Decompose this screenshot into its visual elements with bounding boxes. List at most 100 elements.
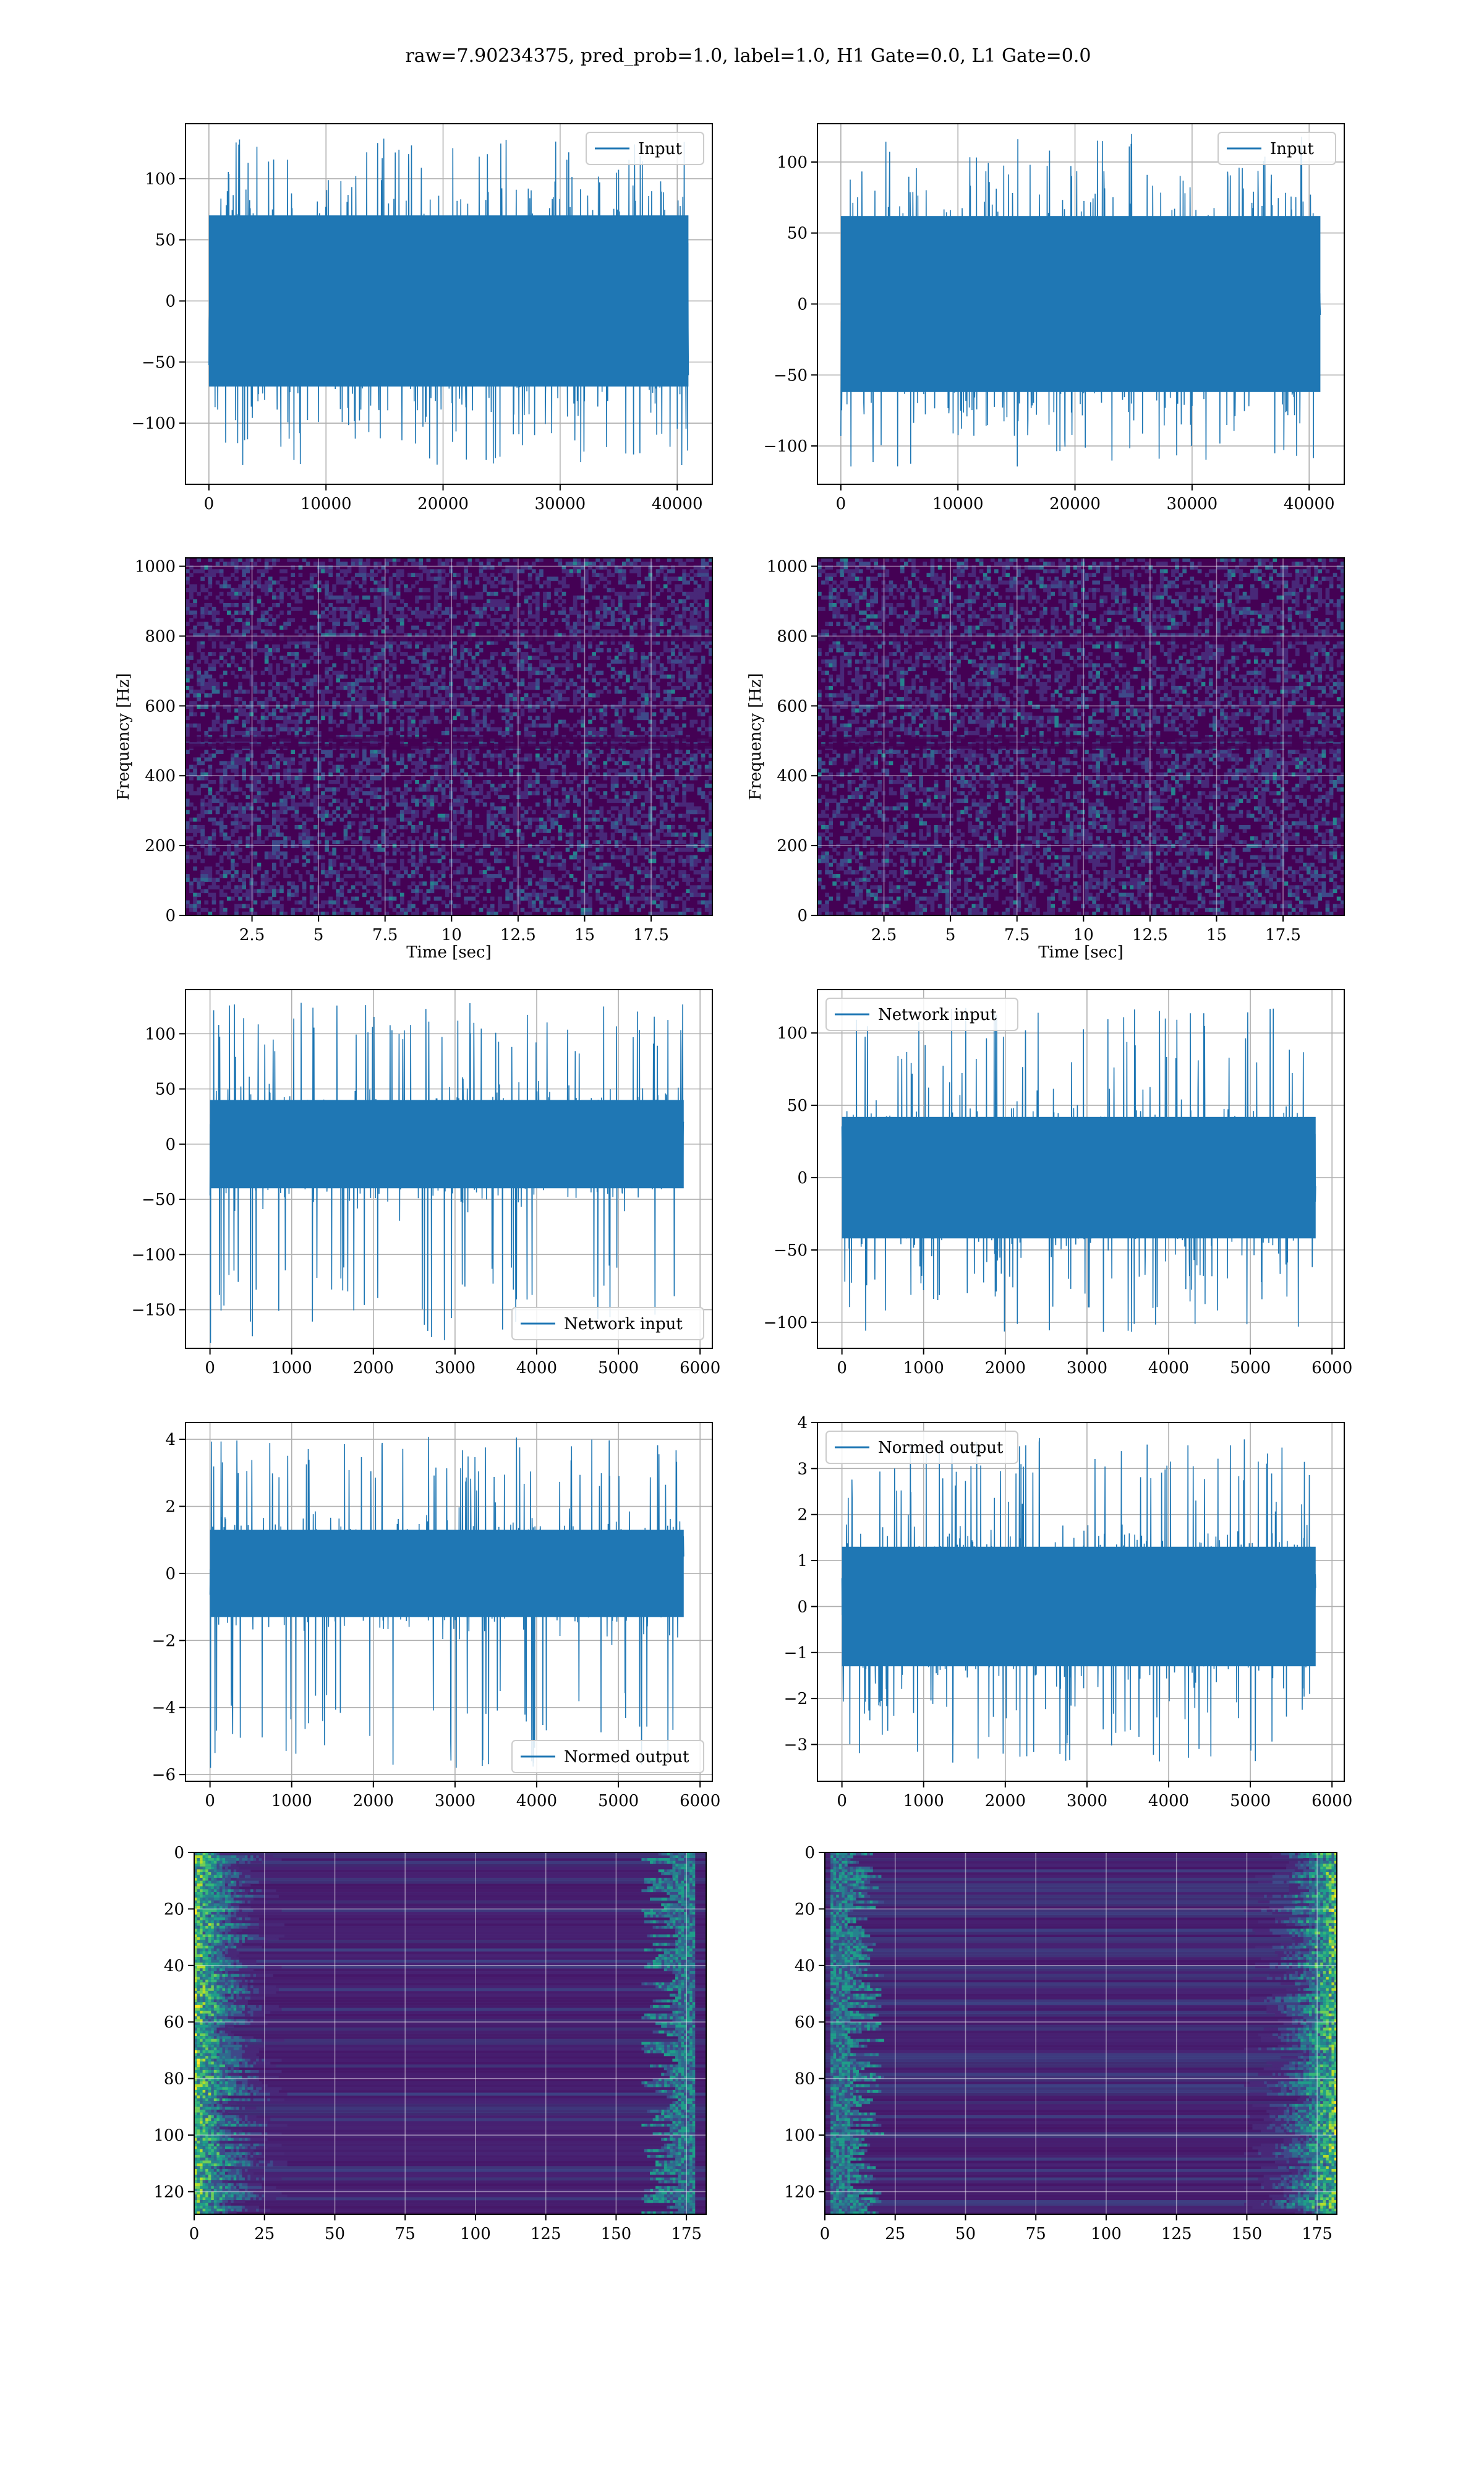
heatmap-cell [249,704,254,709]
heatmap-cell [388,640,393,645]
heatmap-cell [584,558,589,562]
heatmap-cell [358,569,363,573]
heatmap-cell [396,874,401,878]
heatmap-cell [576,840,581,844]
heatmap-cell [516,791,521,795]
heatmap-cell [211,892,216,897]
heatmap-cell [509,911,514,915]
heatmap-cell [388,652,393,656]
heatmap-cell [554,821,559,826]
heatmap-cell [539,558,544,562]
heatmap-cell [283,685,288,690]
heatmap-cell [362,610,367,615]
heatmap-cell [569,844,574,849]
heatmap-cell [283,625,288,630]
heatmap-cell [347,595,352,600]
heatmap-cell [437,851,442,856]
heatmap-cell [610,562,615,566]
heatmap-cell [392,881,397,886]
heatmap-cell [231,644,235,649]
heatmap-cell [385,719,390,724]
heatmap-cell [471,753,476,758]
heatmap-cell [610,610,615,615]
heatmap-cell [309,798,314,803]
heatmap-cell [231,780,235,784]
heatmap-cell [547,862,551,867]
heatmap-cell [573,772,578,777]
heatmap-cell [347,821,352,826]
heatmap-cell [576,595,581,600]
heatmap-cell [347,723,352,728]
heatmap-cell [339,889,344,894]
heatmap-cell [208,580,213,585]
heatmap-cell [539,829,544,833]
heatmap-cell [433,904,438,909]
heatmap-cell [339,802,344,807]
heatmap-cell [445,817,450,822]
heatmap-cell [186,588,190,593]
heatmap-cell [422,727,427,732]
heatmap-cell [621,595,626,600]
heatmap-cell [226,776,231,781]
heatmap-cell [249,885,254,889]
heatmap-cell [464,787,468,792]
heatmap-cell [464,576,468,581]
heatmap-cell [453,648,457,653]
heatmap-cell [531,817,536,822]
heatmap-cell [456,858,461,863]
heatmap-cell [231,730,235,735]
heatmap-cell [407,753,412,758]
heatmap-cell [411,708,416,713]
heatmap-cell [268,776,273,781]
heatmap-cell [404,633,408,638]
heatmap-cell [565,750,570,754]
heatmap-cell [279,817,284,822]
heatmap-cell [467,784,472,788]
heatmap-cell [618,817,623,822]
heatmap-cell [547,874,551,878]
heatmap-cell [543,851,547,856]
heatmap-cell [366,911,370,915]
heatmap-cell [621,878,626,882]
heatmap-cell [283,704,288,709]
heatmap-cell [539,701,544,705]
heatmap-cell [242,622,246,627]
heatmap-cell [238,885,242,889]
heatmap-cell [419,704,423,709]
heatmap-cell [595,701,600,705]
heatmap-cell [441,862,446,867]
heatmap-cell [245,911,250,915]
x-tick-label: 10000 [932,495,984,513]
heatmap-cell [441,644,446,649]
heatmap-cell [456,844,461,849]
heatmap-cell [396,697,401,701]
heatmap-cell [388,663,393,668]
heatmap-cell [197,682,201,687]
heatmap-cell [505,813,510,818]
heatmap-cell [581,791,585,795]
heatmap-cell [486,791,491,795]
heatmap-cell [385,591,390,596]
heatmap-cell [392,870,397,875]
heatmap-cell [298,768,303,773]
heatmap-cell [245,656,250,660]
heatmap-cell [441,911,446,915]
heatmap-cell [366,670,370,675]
heatmap-cell [524,787,529,792]
heatmap-cell [581,576,585,581]
heatmap-cell [336,776,341,781]
heatmap-cell [200,565,205,570]
heatmap-cell [200,622,205,627]
heatmap-cell [193,663,197,668]
heatmap-cell [249,599,254,604]
heatmap-cell [388,817,393,822]
heatmap-cell [396,685,401,690]
heatmap-cell [193,858,197,863]
heatmap-cell [208,817,213,822]
heatmap-cell [475,667,480,672]
heatmap-cell [321,701,325,705]
heatmap-cell [339,866,344,871]
heatmap-cell [445,768,450,773]
heatmap-cell [302,768,307,773]
heatmap-cell [592,813,596,818]
